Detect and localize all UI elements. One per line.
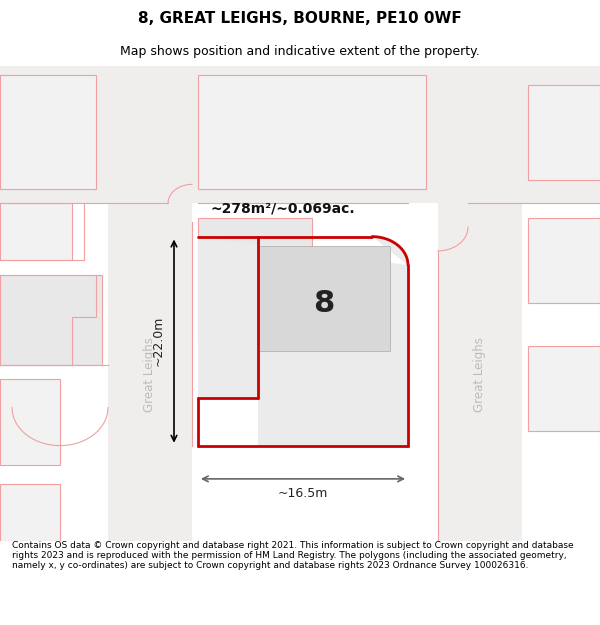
Bar (0, 274, 102, 365)
Bar (0, 203, 72, 261)
Text: Great Leighs: Great Leighs (473, 337, 487, 412)
Polygon shape (0, 274, 96, 365)
Bar (528, 346, 600, 431)
Bar (198, 217, 312, 341)
Text: Map shows position and indicative extent of the property.: Map shows position and indicative extent… (120, 45, 480, 58)
Text: ~278m²/~0.069ac.: ~278m²/~0.069ac. (210, 201, 355, 215)
Text: Great Leighs: Great Leighs (143, 337, 157, 412)
Text: 8, GREAT LEIGHS, BOURNE, PE10 0WF: 8, GREAT LEIGHS, BOURNE, PE10 0WF (138, 11, 462, 26)
Bar (258, 246, 390, 351)
Text: ~22.0m: ~22.0m (152, 316, 165, 366)
Text: ~16.5m: ~16.5m (278, 487, 328, 499)
Bar (528, 84, 600, 179)
Bar (438, 66, 522, 541)
Polygon shape (198, 237, 408, 446)
Bar (0, 484, 60, 541)
Bar (198, 75, 426, 189)
Bar (528, 217, 600, 303)
Bar (0, 75, 96, 189)
Bar (0, 379, 60, 464)
Text: Contains OS data © Crown copyright and database right 2021. This information is : Contains OS data © Crown copyright and d… (12, 541, 574, 571)
Text: 8: 8 (313, 289, 335, 318)
Bar (0, 66, 600, 203)
Bar (108, 66, 192, 541)
